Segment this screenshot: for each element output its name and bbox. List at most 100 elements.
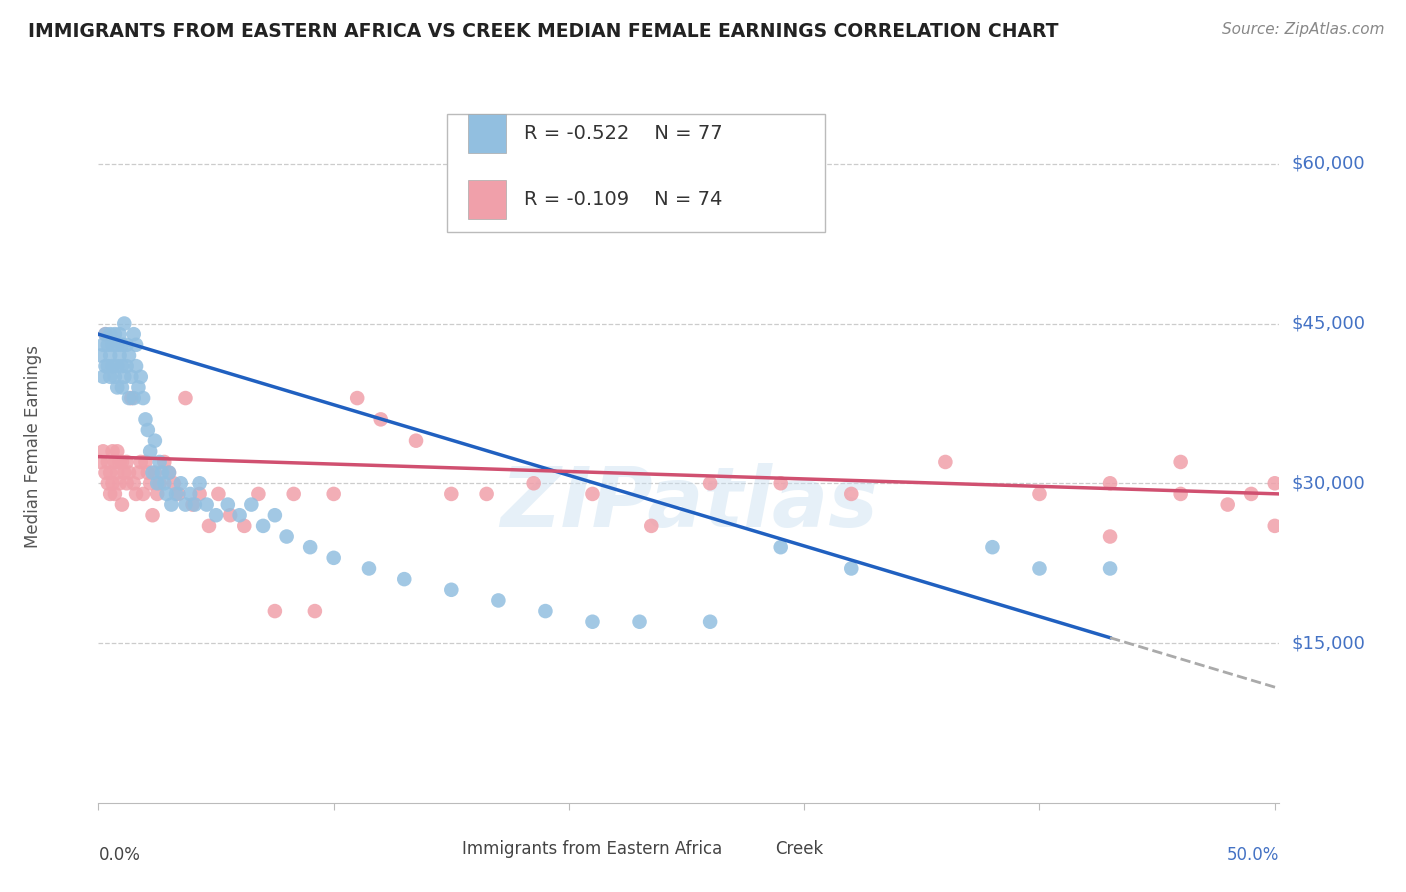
Point [101,444,124,458]
Point [174,498,197,512]
Point [127,380,149,394]
Text: IMMIGRANTS FROM EASTERN AFRICA VS CREEK MEDIAN FEMALE EARNINGS CORRELATION CHART: IMMIGRANTS FROM EASTERN AFRICA VS CREEK … [28,22,1059,41]
Point [122,476,145,491]
Text: R = -0.522    N = 77: R = -0.522 N = 77 [523,124,723,144]
Point [91,369,114,384]
Point [207,487,229,501]
Point [111,455,134,469]
Text: 0.0%: 0.0% [98,846,141,863]
Point [90,349,112,363]
Point [1286,327,1309,342]
Point [486,593,509,607]
Point [247,487,270,501]
Point [219,508,242,523]
Point [276,529,298,543]
Point [118,466,141,480]
Point [283,487,305,501]
Text: $60,000: $60,000 [1291,154,1365,173]
Point [184,498,207,512]
Point [112,317,135,331]
Point [1170,487,1192,501]
Point [98,369,121,384]
Point [628,615,651,629]
Point [146,487,169,501]
Point [1286,487,1309,501]
Point [112,369,135,384]
Point [115,455,138,469]
Point [699,615,721,629]
Text: $30,000: $30,000 [1291,475,1365,492]
Point [143,466,166,480]
Point [104,369,127,384]
Text: Immigrants from Eastern Africa: Immigrants from Eastern Africa [463,840,723,858]
Point [160,498,183,512]
Point [181,498,204,512]
Point [108,476,131,491]
Point [120,369,142,384]
Point [153,455,176,469]
Point [1099,561,1122,575]
Point [167,487,190,501]
Point [153,476,176,491]
Point [440,582,463,597]
Point [143,434,166,448]
Point [149,455,172,469]
Point [934,455,956,469]
Point [263,604,285,618]
Point [839,561,862,575]
Point [129,455,152,469]
Bar [447,114,825,232]
Point [97,359,120,373]
Text: Creek: Creek [775,840,824,858]
Point [769,476,792,491]
Point [640,519,662,533]
Point [108,349,131,363]
Point [156,487,179,501]
Point [139,476,162,491]
Point [240,498,263,512]
Point [322,487,344,501]
Point [581,615,603,629]
Point [233,519,256,533]
Point [394,572,416,586]
Point [357,561,380,575]
Point [157,466,180,480]
Point [122,391,145,405]
Point [263,508,285,523]
Point [1099,529,1122,543]
Point [165,487,187,501]
Text: R = -0.109    N = 74: R = -0.109 N = 74 [523,190,721,209]
Point [98,327,121,342]
Text: ZIPatlas: ZIPatlas [501,463,877,543]
Point [101,359,124,373]
Point [217,498,239,512]
Point [105,444,128,458]
Point [981,540,1004,554]
Point [98,466,121,480]
Point [125,338,148,352]
Point [149,476,172,491]
Point [523,476,546,491]
Point [1028,487,1050,501]
Point [94,359,117,373]
Point [1240,487,1263,501]
Point [136,423,159,437]
Point [111,498,134,512]
Point [1170,455,1192,469]
Point [170,476,193,491]
Point [97,338,120,352]
Point [127,466,149,480]
Point [405,434,427,448]
Point [118,349,141,363]
Point [120,391,142,405]
Point [129,369,152,384]
Bar [468,180,506,219]
Point [157,466,180,480]
Point [94,466,117,480]
Point [139,444,162,458]
Point [91,338,114,352]
Point [228,508,250,523]
Point [108,327,131,342]
Point [304,604,326,618]
Point [115,476,138,491]
